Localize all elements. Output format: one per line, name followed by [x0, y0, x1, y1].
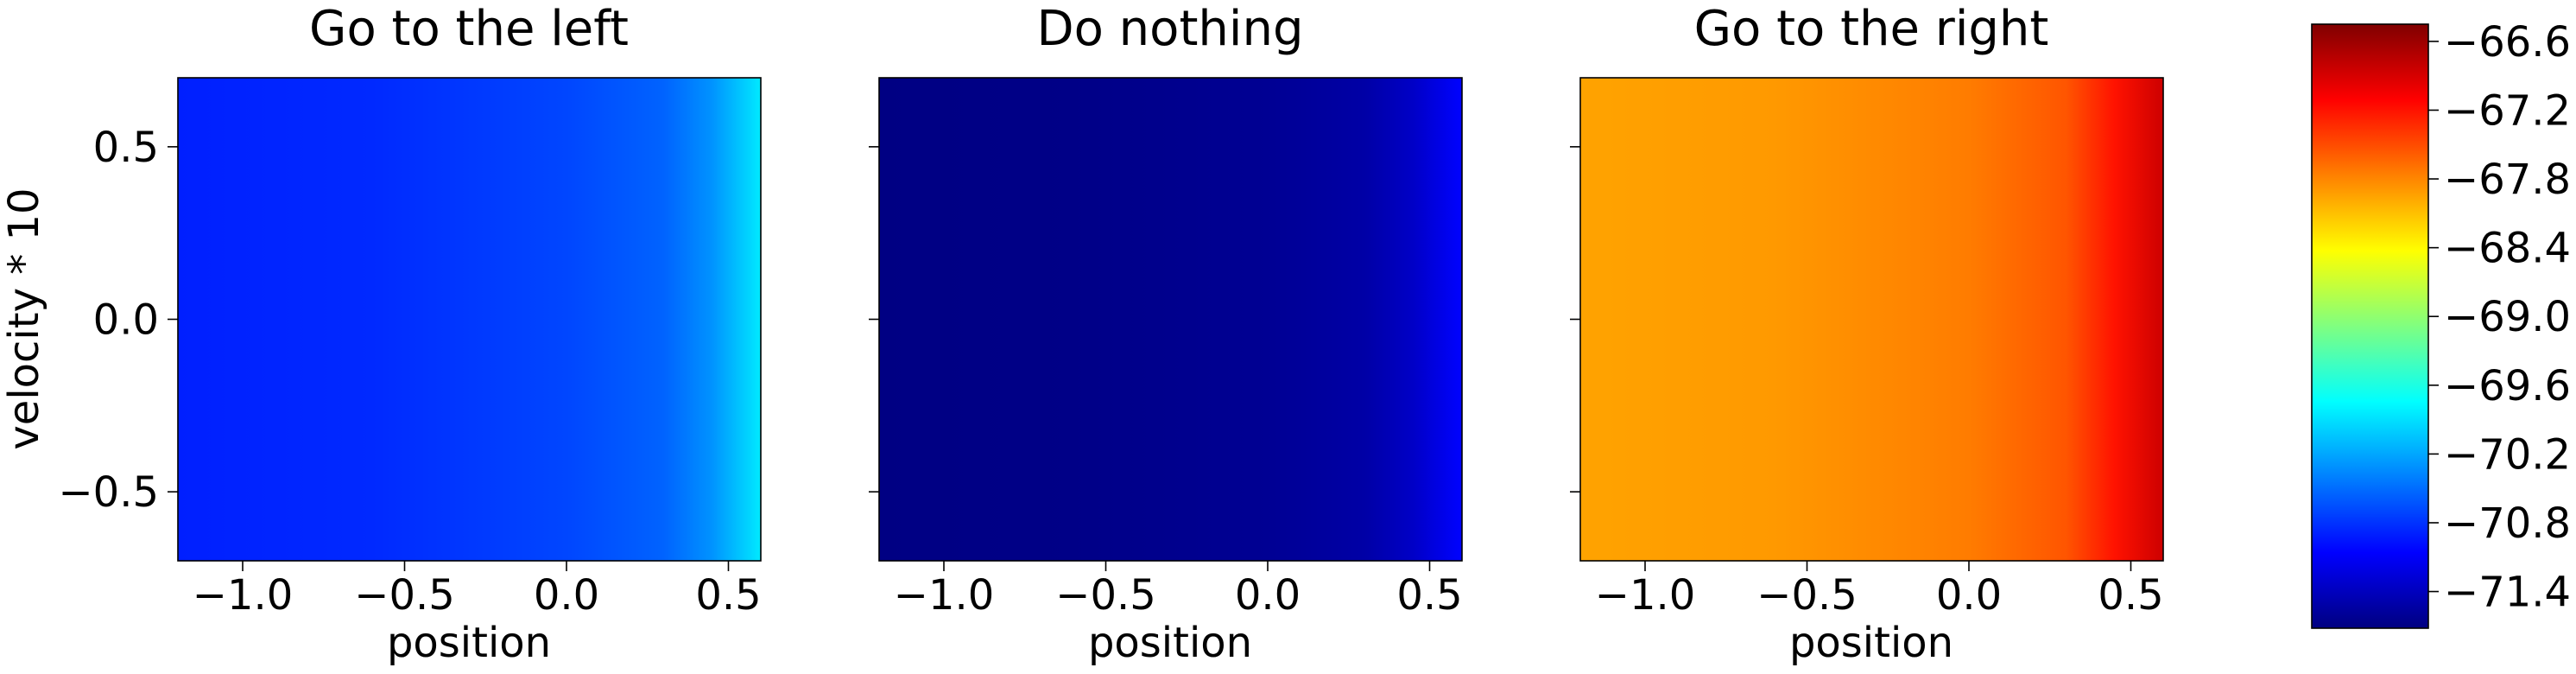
colorbar-frame	[2311, 23, 2429, 629]
colorbar-tick-label: −71.4	[2444, 569, 2571, 617]
x-tick-label: 0.0	[1235, 571, 1301, 620]
heatmap-panel-go-right: Go to the right −1.0 −0.5 0.0 0.5 position	[1570, 1, 2164, 667]
y-tick-label: −0.5	[58, 468, 159, 517]
colorbar-tick-label: −70.2	[2444, 430, 2571, 479]
colorbar-tick-label: −68.4	[2444, 225, 2571, 273]
colorbar-tick-label: −67.8	[2444, 156, 2571, 204]
colorbar: −66.6 −67.2 −67.8 −68.4 −69.0 −69.6 −70.2 −70.8…	[2311, 18, 2571, 629]
heatmap-image	[879, 78, 1462, 561]
x-axis: −1.0 −0.5 0.0 0.5	[1595, 561, 2164, 620]
heatmap-panel-do-nothing: Do nothing −1.0 −0.5 0.0 0.5 position	[869, 1, 1463, 667]
panel-title: Go to the right	[1694, 1, 2049, 57]
heatmap-image	[1580, 78, 2163, 561]
colorbar-tick-label: −69.6	[2444, 362, 2571, 410]
y-axis	[869, 146, 879, 493]
colorbar-tick-label: −66.6	[2444, 18, 2571, 67]
colorbar-gradient	[2312, 24, 2428, 628]
panel-title: Do nothing	[1037, 1, 1304, 57]
x-tick-label: −1.0	[193, 571, 294, 620]
x-tick-label: −0.5	[1756, 571, 1858, 620]
x-tick-label: 0.5	[695, 571, 761, 620]
x-tick-label: 0.5	[2098, 571, 2163, 620]
heatmap-image	[178, 78, 761, 561]
x-tick-label: −1.0	[1595, 571, 1696, 620]
colorbar-tick-label: −67.2	[2444, 86, 2571, 135]
y-axis	[1570, 146, 1580, 493]
x-axis: −1.0 −0.5 0.0 0.5	[193, 561, 762, 620]
y-axis: −0.5 0.0 0.5	[58, 124, 178, 517]
heatmap-panel-go-left: Go to the left −1.0 −0.5 0.0 0.5 −0.5 0.0 0.5…	[0, 1, 762, 667]
x-axis: −1.0 −0.5 0.0 0.5	[894, 561, 1463, 620]
x-tick-label: 0.0	[534, 571, 599, 620]
colorbar-tick-label: −69.0	[2444, 293, 2571, 341]
y-tick-label: 0.5	[93, 124, 159, 172]
panel-title: Go to the left	[309, 1, 629, 57]
x-tick-label: −0.5	[354, 571, 455, 620]
colorbar-ticks: −66.6 −67.2 −67.8 −68.4 −69.0 −69.6 −70.2 −70.8…	[2428, 18, 2571, 617]
x-tick-label: −0.5	[1055, 571, 1156, 620]
y-axis-label: velocity * 10	[0, 188, 48, 449]
y-tick-label: 0.0	[93, 296, 159, 345]
colorbar-tick-label: −70.8	[2444, 499, 2571, 548]
x-axis-label: position	[1088, 619, 1252, 667]
x-tick-label: 0.5	[1396, 571, 1462, 620]
x-axis-label: position	[387, 619, 551, 667]
x-tick-label: −1.0	[894, 571, 995, 620]
x-tick-label: 0.0	[1936, 571, 2002, 620]
x-axis-label: position	[1789, 619, 1953, 667]
